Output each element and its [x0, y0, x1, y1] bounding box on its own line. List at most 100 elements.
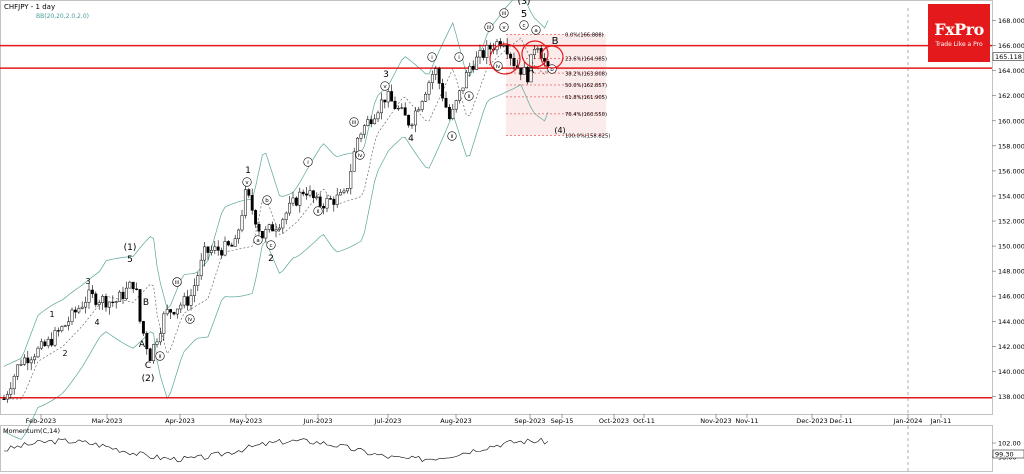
price-tick-label: 142.000	[998, 343, 1024, 351]
price-frame	[0, 0, 993, 415]
candle-body	[417, 109, 421, 112]
price-tick-label: 162.000	[998, 92, 1024, 100]
candle-body	[366, 119, 370, 126]
candle-body	[260, 231, 264, 239]
candle-body	[5, 394, 9, 400]
candle-body	[145, 333, 149, 350]
candle-body	[213, 246, 217, 251]
candle-body	[481, 50, 485, 58]
candle-body	[315, 196, 319, 199]
momentum-last-label: 99.30	[995, 451, 1014, 459]
wave-minor-circle	[427, 52, 437, 62]
wave-minor-circle	[499, 8, 509, 18]
time-tick-label: Oct-2023	[599, 417, 629, 425]
price-tick-label: 144.000	[998, 318, 1024, 326]
candle-body	[328, 198, 332, 200]
wave-minor-label: iv	[496, 64, 502, 70]
momentum-last-box	[992, 449, 1024, 459]
candle-body	[543, 58, 547, 62]
candle-body	[175, 308, 179, 315]
candle-body	[16, 364, 20, 377]
wave-minor-circle	[380, 81, 390, 91]
fib-label: 50.0%(162.857)	[565, 83, 607, 89]
time-tick-label: Oct-11	[633, 417, 655, 425]
candle-body	[97, 302, 101, 305]
fib-label: 23.6%(164.985)	[565, 57, 607, 63]
candle-body	[352, 151, 356, 172]
candle-body	[356, 137, 360, 153]
candle-body	[271, 224, 275, 232]
wave-minor-circle	[266, 240, 276, 250]
candle-body	[254, 210, 258, 225]
candle-body	[298, 191, 302, 206]
candle-body	[529, 54, 533, 83]
wave-minor-circle	[447, 131, 457, 141]
candle-body	[488, 45, 492, 50]
candle-body	[101, 296, 105, 303]
candle-body	[509, 53, 513, 59]
candle-body	[335, 194, 339, 205]
candle-body	[206, 246, 210, 253]
candle-body	[410, 124, 414, 127]
wave-label: 4	[94, 318, 99, 327]
wave-minor-circle	[253, 235, 263, 245]
candle-body	[546, 61, 550, 66]
candle-body	[277, 227, 281, 230]
time-tick-label: Jun-2023	[302, 417, 332, 425]
price-tick-label: 138.000	[998, 393, 1024, 401]
candle-body	[291, 197, 295, 204]
bb-upper	[3, 0, 549, 367]
candle-body	[430, 74, 434, 83]
candle-body	[437, 68, 441, 84]
price-tick-label: 166.000	[998, 42, 1024, 50]
fxpro-logo: FxPro Trade Like a Pro	[928, 4, 990, 62]
candle-body	[128, 281, 132, 289]
highlight-circle	[489, 43, 521, 75]
candle-body	[267, 224, 271, 230]
wave-label: 4	[408, 134, 414, 144]
wave-label: 3	[383, 70, 389, 80]
candle-body	[478, 50, 482, 58]
wave-minor-circle	[531, 25, 541, 35]
candle-body	[294, 197, 298, 206]
candle-body	[420, 101, 424, 110]
wave-minor-label: v	[383, 84, 387, 90]
candle-body	[179, 304, 183, 310]
wave-minor-label: iii	[352, 120, 357, 126]
time-tick-label: Sep-2023	[514, 417, 545, 425]
candle-body	[50, 338, 54, 346]
candle-body	[114, 301, 118, 303]
candle-body	[63, 325, 67, 327]
candle-body	[505, 45, 509, 55]
candle-body	[107, 301, 111, 308]
momentum-line	[3, 437, 549, 463]
candle-body	[349, 170, 353, 189]
wave-minor-circle	[313, 206, 323, 216]
candle-body	[390, 91, 394, 102]
last-price-box	[992, 52, 1024, 61]
time-tick-label: Sep-15	[551, 417, 574, 425]
wave-label: (4)	[554, 126, 565, 135]
candle-body	[373, 118, 377, 125]
wave-label: (3)	[518, 0, 531, 7]
candle-body	[135, 288, 139, 290]
time-tick-label: Dec-11	[829, 417, 852, 425]
candle-body	[407, 115, 411, 126]
wave-label: 5	[521, 9, 527, 20]
candle-body	[322, 206, 326, 209]
candle-body	[226, 241, 230, 246]
candle-body	[169, 309, 173, 313]
candle-body	[189, 295, 193, 306]
candle-body	[230, 244, 234, 247]
momentum-frame	[0, 425, 993, 472]
candle-body	[471, 65, 475, 70]
candle-body	[247, 189, 251, 196]
wave-minor-circle	[185, 314, 195, 324]
candle-body	[369, 119, 373, 125]
candle-body	[434, 68, 438, 75]
candle-body	[104, 296, 108, 308]
candle-body	[386, 91, 390, 103]
candle-body	[165, 309, 169, 315]
logo-tagline: Trade Like a Pro	[935, 41, 983, 48]
